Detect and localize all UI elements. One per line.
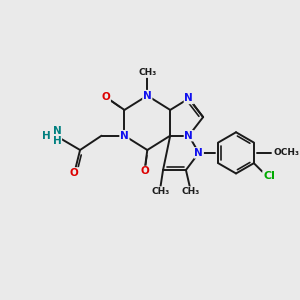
Text: CH₃: CH₃: [151, 187, 169, 196]
Text: N: N: [120, 131, 129, 141]
Text: N: N: [184, 94, 193, 103]
Text: H: H: [42, 131, 51, 141]
Text: N: N: [143, 91, 152, 100]
Text: CH₃: CH₃: [138, 68, 156, 77]
Text: N: N: [194, 148, 203, 158]
Text: O: O: [140, 167, 149, 176]
Text: H: H: [53, 136, 62, 146]
Text: O: O: [70, 168, 79, 178]
Text: CH₃: CH₃: [181, 187, 200, 196]
Text: N: N: [53, 125, 62, 136]
Text: OCH₃: OCH₃: [273, 148, 299, 158]
Text: O: O: [101, 92, 110, 102]
Text: N: N: [184, 131, 193, 141]
Text: Cl: Cl: [263, 171, 275, 181]
